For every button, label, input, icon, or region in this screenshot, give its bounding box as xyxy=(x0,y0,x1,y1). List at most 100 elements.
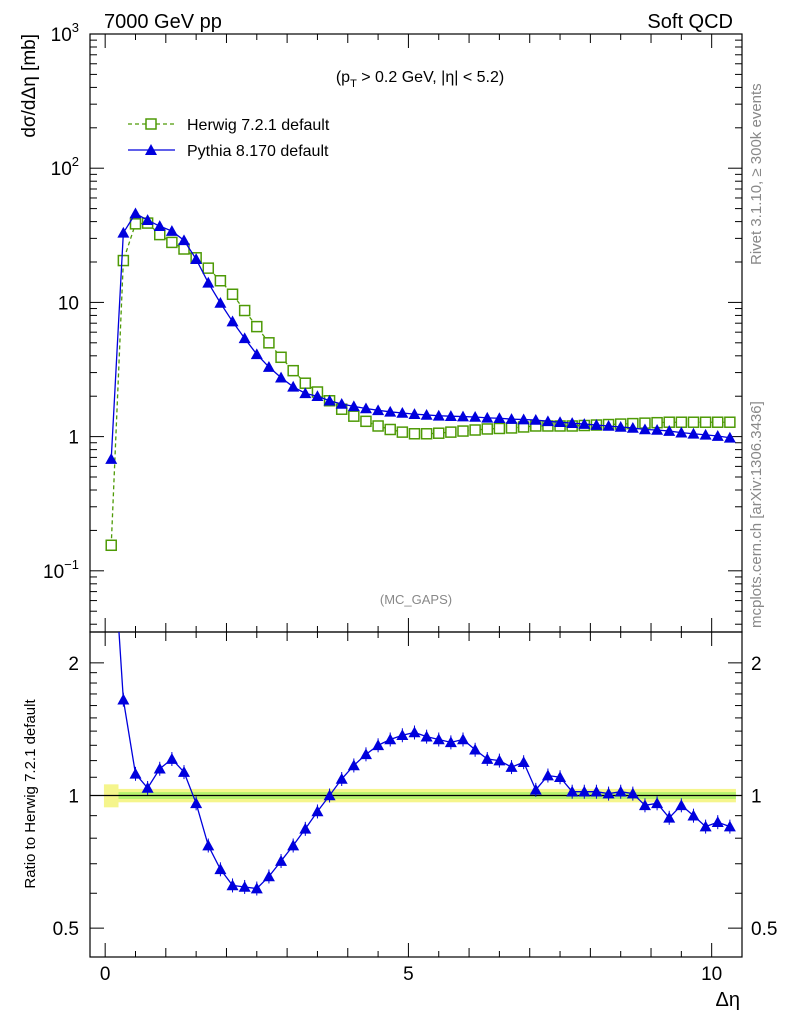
ratio-pythia-point xyxy=(396,729,409,741)
ratio-pythia-point xyxy=(638,799,651,811)
ratio-pythia-point xyxy=(481,753,494,764)
pythia-point xyxy=(141,214,154,225)
pythia-point xyxy=(602,419,615,431)
ratio-pythia-line xyxy=(118,632,731,890)
ratio-axis-ticks: 0 5 10 0.5 0.5 1 1 2 2 xyxy=(53,632,777,985)
pythia-point xyxy=(614,420,627,432)
pythia-point xyxy=(238,332,251,344)
pythia-point xyxy=(347,400,360,412)
pythia-point xyxy=(663,425,676,436)
pythia-point xyxy=(723,431,736,443)
ratio-pythia-point xyxy=(602,787,615,799)
pythia-point xyxy=(275,371,288,383)
pythia-point xyxy=(457,410,470,422)
ratio-pythia-point xyxy=(529,783,542,795)
ratio-pythia-point xyxy=(299,822,312,834)
herwig-point xyxy=(202,262,215,274)
pythia-point xyxy=(178,234,191,246)
pythia-point xyxy=(226,315,239,327)
ratio-pythia-point xyxy=(444,736,457,748)
ratio-pythia-point xyxy=(578,785,591,797)
herwig-point xyxy=(408,428,421,440)
ratio-pythia-point xyxy=(359,748,372,760)
ratio-pythia-point xyxy=(287,839,300,851)
pythia-point xyxy=(190,253,203,264)
x-tick-label: 10 xyxy=(701,964,722,985)
ratio-pythia-point xyxy=(226,879,239,891)
ratio-pythia-point xyxy=(541,769,554,781)
herwig-point xyxy=(287,364,299,377)
pythia-point xyxy=(396,406,409,418)
ratio-pythia-point xyxy=(202,839,215,851)
herwig-point xyxy=(117,254,130,267)
legend-herwig-label: Herwig 7.2.1 default xyxy=(187,117,330,134)
ratio-pythia-point xyxy=(141,781,154,793)
legend-pythia-marker xyxy=(145,144,157,155)
ratio-pythia-point xyxy=(129,767,142,779)
herwig-point xyxy=(129,218,142,230)
ratio-data-series xyxy=(117,632,736,896)
ratio-pythia-point xyxy=(711,816,724,827)
pythia-point xyxy=(554,416,567,428)
pythia-point xyxy=(505,413,518,424)
ratio-pythia-point xyxy=(117,693,130,705)
ratio-pythia-point xyxy=(384,733,397,745)
ratio-y-tick-label-right: 1 xyxy=(751,786,762,807)
ratio-pythia-point xyxy=(311,805,324,817)
herwig-point xyxy=(505,422,518,434)
herwig-point xyxy=(299,377,312,389)
pythia-point xyxy=(638,423,651,435)
pythia-point xyxy=(687,427,700,439)
legend-pythia-label: Pythia 8.170 default xyxy=(187,143,329,160)
legend: Herwig 7.2.1 default Pythia 8.170 defaul… xyxy=(128,117,330,160)
herwig-point xyxy=(360,415,372,428)
herwig-point xyxy=(432,427,445,439)
ratio-pythia-point xyxy=(335,773,348,784)
legend-entry-herwig: Herwig 7.2.1 default xyxy=(128,117,330,134)
ratio-pythia-point xyxy=(566,785,579,797)
herwig-point xyxy=(493,422,506,435)
ratio-pythia-point xyxy=(699,820,712,832)
ratio-pythia-point xyxy=(626,787,639,799)
pythia-point xyxy=(517,413,530,425)
pythia-point xyxy=(262,361,275,372)
herwig-point xyxy=(348,410,360,422)
herwig-point xyxy=(275,351,287,364)
pythia-point xyxy=(408,408,421,419)
pythia-point xyxy=(129,207,142,219)
herwig-point xyxy=(481,423,494,435)
pythia-point xyxy=(287,380,300,392)
ratio-pythia-point xyxy=(408,726,421,738)
main-data-series xyxy=(105,207,736,552)
ratio-pythia-point xyxy=(190,797,203,809)
pythia-point xyxy=(493,412,506,424)
pythia-point xyxy=(481,411,494,423)
herwig-point xyxy=(445,426,457,438)
ratio-y-tick-label: 2 xyxy=(68,654,79,675)
ratio-pythia-point xyxy=(517,756,530,768)
legend-herwig-marker xyxy=(145,118,157,130)
herwig-point xyxy=(675,416,688,428)
herwig-point xyxy=(457,425,469,437)
pythia-point xyxy=(299,387,312,399)
pythia-point xyxy=(675,426,688,438)
pythia-line xyxy=(110,212,730,460)
rivet-label: Rivet 3.1.10, ≥ 300k events xyxy=(748,83,765,265)
pythia-point xyxy=(372,404,385,416)
ratio-pythia-point xyxy=(663,811,676,823)
ratio-pythia-point xyxy=(275,855,288,866)
ratio-pythia-point xyxy=(165,753,178,764)
main-panel: 10−1 1 10 102 103 dσ/dΔη [mb] (pT > 0.2 GeV,… xyxy=(19,20,743,633)
pythia-point xyxy=(541,415,554,427)
pythia-point xyxy=(384,405,397,417)
herwig-point xyxy=(711,416,724,428)
main-y-tick-label: 103 xyxy=(51,20,79,46)
ratio-pythia-point xyxy=(554,771,567,783)
pythia-point xyxy=(469,410,482,422)
pythia-point xyxy=(165,225,178,236)
main-y-tick-label: 102 xyxy=(51,154,79,180)
ratio-pythia-point xyxy=(214,863,227,875)
ratio-pythia-point xyxy=(493,754,506,766)
herwig-point xyxy=(724,416,736,428)
ratio-pythia-point xyxy=(469,743,482,755)
